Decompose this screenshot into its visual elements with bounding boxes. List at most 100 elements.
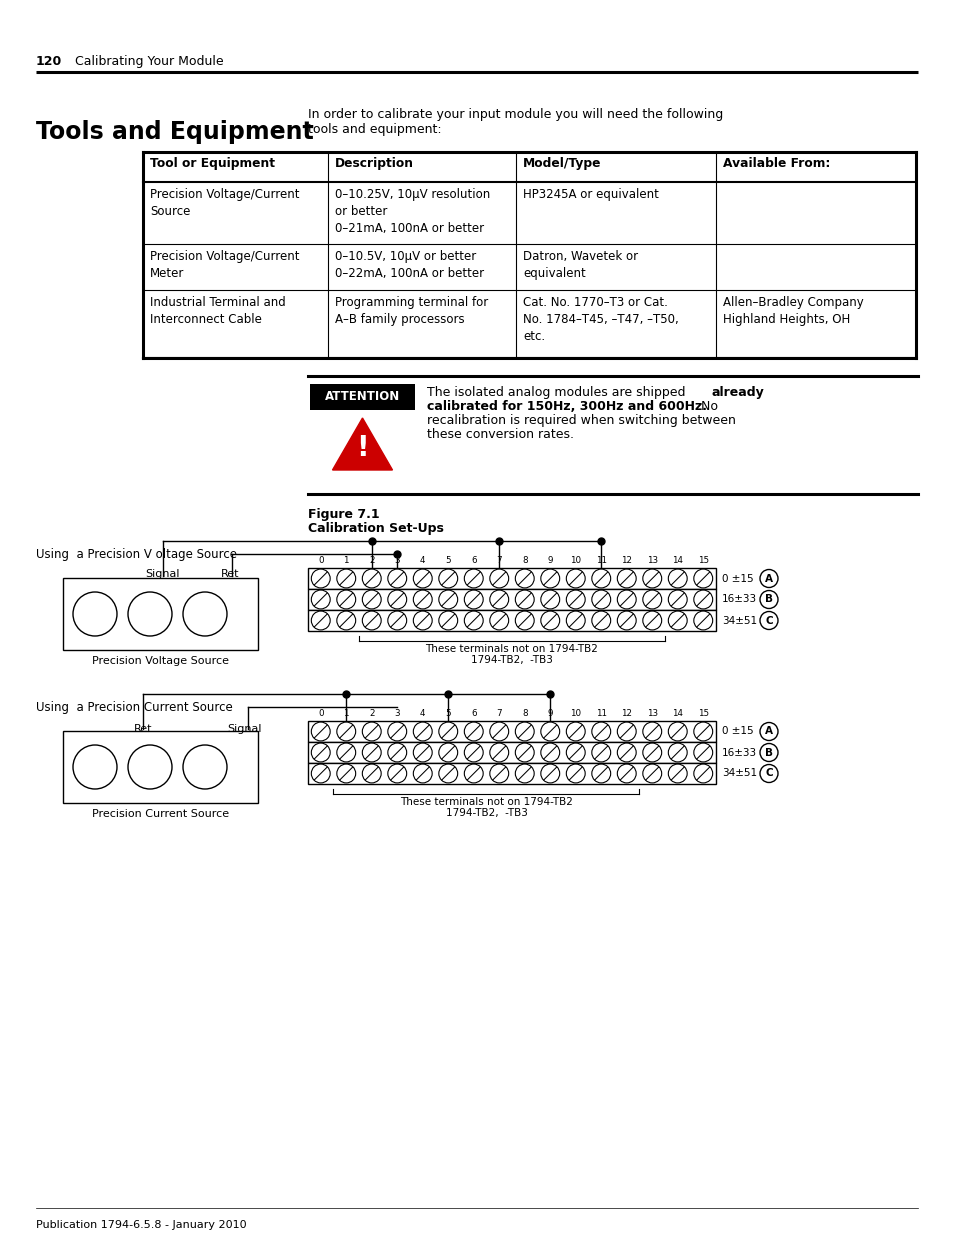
Text: 13: 13: [646, 556, 658, 564]
Circle shape: [489, 590, 508, 609]
Text: 1794-TB2,  -TB3: 1794-TB2, -TB3: [445, 808, 527, 818]
Text: 15: 15: [697, 556, 708, 564]
Text: 6: 6: [471, 556, 476, 564]
Text: No: No: [697, 400, 718, 412]
Circle shape: [642, 764, 661, 783]
Circle shape: [693, 764, 712, 783]
Text: 5: 5: [445, 709, 451, 718]
Circle shape: [388, 764, 406, 783]
Circle shape: [760, 590, 778, 609]
Text: !: !: [355, 435, 369, 462]
Bar: [308, 763, 716, 784]
Circle shape: [668, 590, 686, 609]
Text: A: A: [764, 573, 772, 583]
Text: Industrial Terminal and
Interconnect Cable: Industrial Terminal and Interconnect Cab…: [150, 296, 286, 326]
Circle shape: [413, 722, 432, 741]
Circle shape: [760, 611, 778, 630]
Circle shape: [464, 569, 482, 588]
Circle shape: [693, 611, 712, 630]
Circle shape: [617, 611, 636, 630]
Circle shape: [617, 722, 636, 741]
Text: C: C: [764, 768, 772, 778]
Text: Model/Type: Model/Type: [522, 157, 601, 170]
Circle shape: [642, 743, 661, 762]
Text: 14: 14: [672, 709, 682, 718]
Circle shape: [464, 743, 482, 762]
Circle shape: [668, 611, 686, 630]
Text: A: A: [764, 726, 772, 736]
Circle shape: [413, 764, 432, 783]
Polygon shape: [333, 417, 392, 471]
Circle shape: [591, 722, 610, 741]
Circle shape: [336, 722, 355, 741]
Circle shape: [515, 611, 534, 630]
Circle shape: [642, 611, 661, 630]
Circle shape: [183, 745, 227, 789]
Text: Precision Voltage/Current
Meter: Precision Voltage/Current Meter: [150, 249, 299, 280]
Circle shape: [760, 743, 778, 762]
Circle shape: [489, 569, 508, 588]
Circle shape: [489, 743, 508, 762]
Circle shape: [413, 590, 432, 609]
Text: Signal: Signal: [146, 569, 180, 579]
Circle shape: [183, 592, 227, 636]
Text: Cat. No. 1770–T3 or Cat.
No. 1784–T45, –T47, –T50,
etc.: Cat. No. 1770–T3 or Cat. No. 1784–T45, –…: [522, 296, 678, 343]
Text: 13: 13: [646, 709, 658, 718]
Text: B: B: [764, 747, 772, 757]
Text: 14: 14: [672, 556, 682, 564]
Text: 3: 3: [394, 709, 399, 718]
Text: Tools and Equipment: Tools and Equipment: [36, 120, 314, 144]
Circle shape: [591, 743, 610, 762]
Text: 9: 9: [547, 709, 553, 718]
Text: 34±51: 34±51: [721, 615, 757, 625]
Circle shape: [760, 722, 778, 741]
Text: calibrated for 150Hz, 300Hz and 600Hz.: calibrated for 150Hz, 300Hz and 600Hz.: [427, 400, 706, 412]
Circle shape: [438, 722, 457, 741]
Circle shape: [336, 611, 355, 630]
Circle shape: [760, 569, 778, 588]
Text: In order to calibrate your input module you will need the following: In order to calibrate your input module …: [308, 107, 722, 121]
Text: Description: Description: [335, 157, 414, 170]
Circle shape: [311, 743, 330, 762]
Circle shape: [362, 569, 381, 588]
Text: HP3245A or equivalent: HP3245A or equivalent: [522, 188, 659, 201]
Text: 10: 10: [570, 556, 580, 564]
Circle shape: [642, 569, 661, 588]
Circle shape: [438, 743, 457, 762]
Circle shape: [489, 764, 508, 783]
Bar: [308, 610, 716, 631]
Circle shape: [464, 611, 482, 630]
Circle shape: [464, 590, 482, 609]
Text: 3: 3: [394, 556, 399, 564]
Circle shape: [591, 611, 610, 630]
Circle shape: [388, 722, 406, 741]
Circle shape: [515, 590, 534, 609]
Text: recalibration is required when switching between: recalibration is required when switching…: [427, 414, 735, 427]
Circle shape: [693, 722, 712, 741]
Circle shape: [693, 743, 712, 762]
Text: 0–10.25V, 10μV resolution
or better
0–21mA, 100nA or better: 0–10.25V, 10μV resolution or better 0–21…: [335, 188, 490, 235]
Circle shape: [668, 722, 686, 741]
Text: 0 ±15: 0 ±15: [721, 726, 753, 736]
Text: 0 ±15: 0 ±15: [721, 573, 753, 583]
Circle shape: [413, 569, 432, 588]
Text: Datron, Wavetek or
equivalent: Datron, Wavetek or equivalent: [522, 249, 638, 280]
Text: 2: 2: [369, 556, 375, 564]
Circle shape: [591, 764, 610, 783]
Circle shape: [617, 590, 636, 609]
Circle shape: [489, 722, 508, 741]
Bar: [63, 578, 257, 650]
Circle shape: [566, 590, 584, 609]
Circle shape: [540, 611, 559, 630]
Text: Ret: Ret: [220, 569, 239, 579]
Circle shape: [515, 743, 534, 762]
Circle shape: [311, 722, 330, 741]
Circle shape: [311, 611, 330, 630]
Bar: [308, 721, 716, 742]
Text: 9: 9: [547, 556, 553, 564]
Bar: [308, 742, 716, 763]
Text: ATTENTION: ATTENTION: [325, 390, 399, 404]
Text: 4: 4: [419, 709, 425, 718]
Text: already: already: [711, 387, 764, 399]
Text: These terminals not on 1794-TB2: These terminals not on 1794-TB2: [399, 797, 573, 806]
